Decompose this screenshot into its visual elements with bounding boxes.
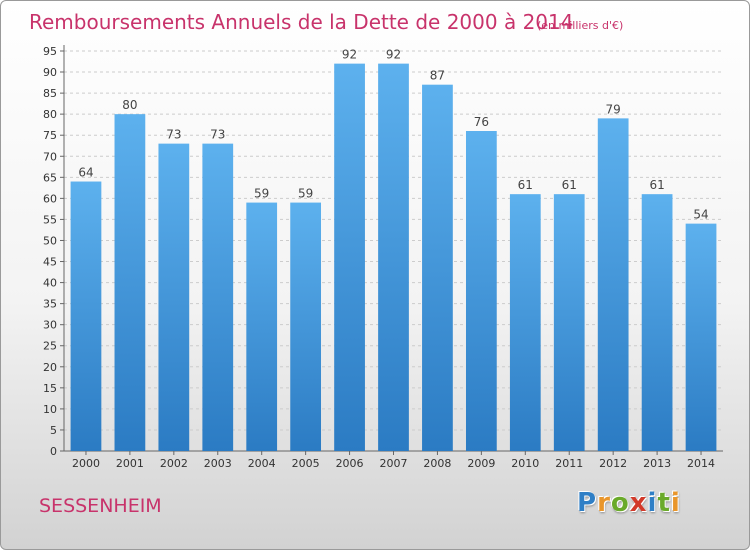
bars-layer [70, 63, 717, 455]
chart-unit: (en milliers d'€) [537, 19, 623, 32]
logo-letter: o [610, 488, 630, 518]
x-tick-label-2012: 2012 [599, 457, 627, 470]
y-tick-label: 5 [50, 424, 57, 437]
y-tick-label: 60 [43, 192, 57, 205]
data-label-2009: 76 [474, 115, 489, 129]
logo-letter: r [597, 488, 611, 518]
y-tick-label: 50 [43, 234, 57, 247]
place-name: SESSENHEIM [39, 495, 162, 517]
bar-2012 [597, 118, 629, 452]
bar-2011 [553, 194, 585, 451]
y-tick-label: 45 [43, 256, 57, 269]
x-tick-label-2013: 2013 [643, 457, 671, 470]
bar-2006 [334, 63, 365, 451]
x-tick-label-2002: 2002 [160, 457, 188, 470]
data-label-2010: 61 [518, 178, 533, 192]
y-tick-label: 75 [43, 129, 57, 142]
y-tick-label: 80 [43, 108, 57, 121]
bar-2013 [641, 194, 673, 451]
data-label-2003: 73 [210, 128, 225, 142]
proxiti-logo: Proxiti [577, 488, 681, 518]
data-label-2000: 64 [78, 166, 93, 180]
x-tick-label-2000: 2000 [72, 457, 100, 470]
x-tick-label-2005: 2005 [292, 457, 320, 470]
bar-2005 [290, 202, 322, 451]
data-label-2004: 59 [254, 187, 269, 201]
x-tick-label-2007: 2007 [380, 457, 408, 470]
bar-2008 [422, 84, 453, 452]
y-tick-label: 35 [43, 298, 57, 311]
bar-2014 [685, 223, 717, 451]
logo-letter: P [577, 488, 598, 518]
y-tick-label: 90 [43, 66, 57, 79]
y-tick-label: 30 [43, 319, 57, 332]
x-tick-label-2003: 2003 [204, 457, 232, 470]
data-label-2001: 80 [122, 98, 137, 112]
logo-letter: i [670, 488, 681, 518]
labels-layer: 64 2000 80 2001 73 2002 73 2003 59 2004 59 2005 92 20… [72, 48, 715, 470]
x-tick-label-2006: 2006 [336, 457, 364, 470]
logo-letter: t [657, 488, 671, 518]
y-tick-label: 85 [43, 87, 57, 100]
y-tick-label: 70 [43, 150, 57, 163]
x-tick-label-2014: 2014 [687, 457, 715, 470]
y-tick-label: 20 [43, 361, 57, 374]
y-tick-label: 10 [43, 403, 57, 416]
y-tick-label: 55 [43, 213, 57, 226]
y-tick-label: 25 [43, 340, 57, 353]
data-label-2008: 87 [430, 69, 445, 83]
y-tick-label: 15 [43, 382, 57, 395]
x-tick-label-2009: 2009 [467, 457, 495, 470]
bar-2003 [202, 143, 234, 451]
bar-2002 [158, 143, 190, 451]
y-tick-label: 0 [50, 445, 57, 458]
data-label-2007: 92 [386, 48, 401, 62]
bar-2004 [246, 202, 278, 451]
y-tick-label: 40 [43, 277, 57, 290]
data-label-2006: 92 [342, 48, 357, 62]
x-tick-label-2004: 2004 [248, 457, 276, 470]
bar-2009 [465, 131, 497, 451]
data-label-2011: 61 [562, 178, 577, 192]
x-tick-label-2008: 2008 [423, 457, 451, 470]
bar-2000 [70, 181, 102, 452]
data-label-2005: 59 [298, 187, 313, 201]
bar-2007 [378, 63, 409, 451]
logo-letter: i [647, 488, 658, 518]
logo-letter: x [629, 488, 648, 518]
x-tick-label-2010: 2010 [511, 457, 539, 470]
data-label-2013: 61 [649, 178, 664, 192]
chart-title: Remboursements Annuels de la Dette de 20… [29, 10, 573, 34]
x-tick-label-2011: 2011 [555, 457, 583, 470]
data-label-2014: 54 [693, 208, 708, 222]
x-tick-label-2001: 2001 [116, 457, 144, 470]
y-tick-label: 95 [43, 45, 57, 58]
data-label-2012: 79 [606, 102, 621, 116]
y-tick-label: 65 [43, 171, 57, 184]
data-label-2002: 73 [166, 128, 181, 142]
bar-2010 [509, 194, 541, 451]
bar-2001 [114, 114, 146, 451]
